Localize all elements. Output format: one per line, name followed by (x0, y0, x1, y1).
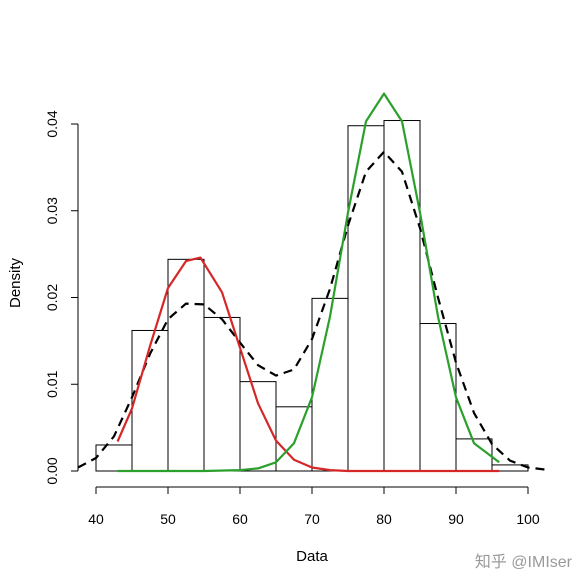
y-tick-label-0.02: 0.02 (44, 284, 60, 311)
histogram-bar-55-60 (203, 316, 241, 472)
y-tick-label-0.04: 0.04 (44, 110, 60, 137)
histogram-bar-40-45 (95, 444, 133, 472)
x-tick-label-50: 50 (160, 511, 176, 527)
y-tick-label-0.03: 0.03 (44, 197, 60, 224)
histogram-bar-50-55 (167, 258, 205, 472)
histogram-bar-75-80 (347, 125, 385, 472)
x-tick-label-100: 100 (516, 511, 540, 527)
histogram-bar-65-70 (275, 406, 313, 472)
x-tick-label-70: 70 (304, 511, 320, 527)
density-curve-2 (116, 256, 500, 473)
density-curve-3 (117, 92, 500, 473)
y-tick-label-0.00: 0.00 (44, 457, 60, 484)
density-curves (77, 92, 550, 473)
density-curve-1 (77, 150, 550, 472)
x-axis-title: Data (296, 548, 328, 565)
axes: 40 50 60 70 80 90 100 0.00 0.01 0.02 0.03 0.04 (44, 110, 540, 527)
histogram-bar-85-90 (419, 323, 457, 472)
y-axis-title: Density (7, 257, 24, 308)
x-tick-label-60: 60 (232, 511, 248, 527)
histogram-bar-60-65 (239, 381, 277, 472)
watermark-text: 知乎 @IMIser (475, 553, 573, 571)
y-tick-label-0.01: 0.01 (44, 370, 60, 397)
x-tick-label-80: 80 (376, 511, 392, 527)
x-tick-label-40: 40 (88, 511, 104, 527)
x-tick-label-90: 90 (448, 511, 464, 527)
